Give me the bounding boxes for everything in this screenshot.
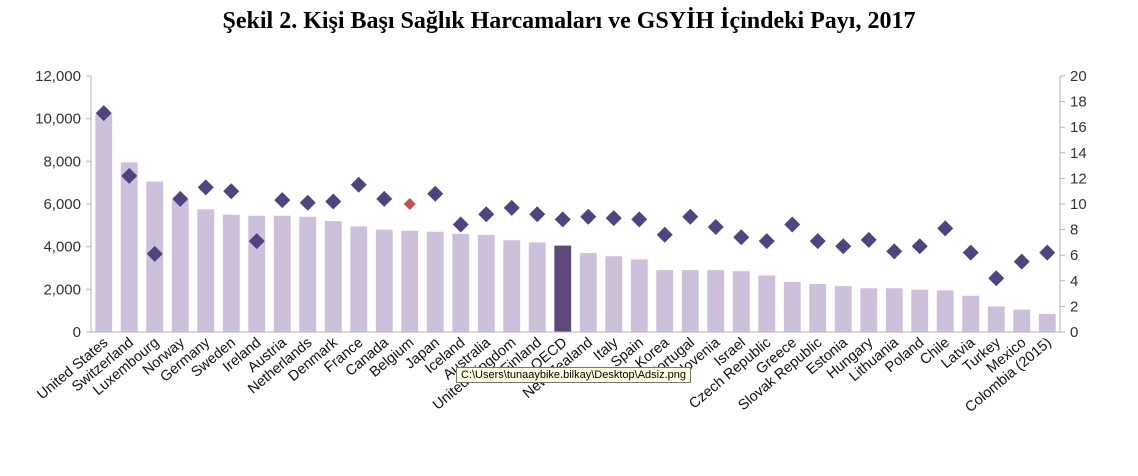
marker-australia bbox=[478, 206, 495, 223]
bar-italy bbox=[605, 256, 623, 332]
markers-layer bbox=[95, 105, 1056, 287]
marker-oecd bbox=[554, 211, 571, 228]
marker-france bbox=[350, 176, 367, 193]
left-tick-label: 2,000 bbox=[43, 281, 81, 298]
bar-france bbox=[350, 226, 368, 332]
marker-italy bbox=[605, 210, 622, 227]
marker-denmark bbox=[325, 193, 342, 210]
marker-turkey bbox=[988, 270, 1005, 287]
bar-new-zealand bbox=[579, 253, 597, 332]
bar-united-kingdom bbox=[503, 240, 521, 332]
bar-united-states bbox=[95, 114, 113, 333]
marker-korea bbox=[656, 226, 673, 243]
bar-slovenia bbox=[707, 270, 725, 332]
bar-denmark bbox=[324, 221, 342, 332]
left-tick-label: 6,000 bbox=[43, 196, 81, 213]
file-path-tooltip: C:\Users\tunaaybike.bilkay\Desktop\Adsiz… bbox=[456, 367, 691, 383]
chart-title: Şekil 2. Kişi Başı Sağlık Harcamaları ve… bbox=[222, 8, 916, 34]
marker-poland bbox=[911, 238, 928, 255]
left-tick-label: 4,000 bbox=[43, 239, 81, 256]
bar-spain bbox=[630, 259, 648, 332]
marker-iceland bbox=[452, 216, 469, 233]
marker-new-zealand bbox=[580, 208, 597, 225]
marker-mexico bbox=[1013, 253, 1030, 270]
marker-slovenia bbox=[707, 219, 724, 236]
left-tick-label: 8,000 bbox=[43, 153, 81, 170]
bar-oecd bbox=[554, 245, 572, 332]
bar-japan bbox=[426, 231, 444, 332]
bar-portugal bbox=[681, 270, 699, 332]
bar-lithuania bbox=[885, 288, 903, 332]
marker-canada bbox=[376, 190, 393, 207]
bar-netherlands bbox=[299, 216, 317, 332]
marker-finland bbox=[529, 206, 546, 223]
bar-finland bbox=[528, 242, 546, 332]
marker-germany bbox=[197, 179, 214, 196]
marker-greece bbox=[784, 216, 801, 233]
left-tick-label: 10,000 bbox=[35, 111, 81, 128]
bar-austria bbox=[273, 215, 291, 332]
bar-belgium bbox=[401, 230, 419, 332]
marker-portugal bbox=[682, 208, 699, 225]
marker-sweden bbox=[223, 183, 240, 200]
marker-chile bbox=[937, 220, 954, 237]
marker-spain bbox=[631, 211, 648, 228]
axes-layer: 0 2,000 4,000 6,000 8,000 10,000 12,000 0 2 4 6 8 10… bbox=[35, 68, 1087, 341]
right-tick-label: 0 bbox=[1070, 324, 1078, 341]
marker-latvia bbox=[962, 244, 979, 261]
marker-luxembourg bbox=[146, 245, 163, 262]
marker-netherlands bbox=[299, 194, 316, 211]
marker-czech-republic bbox=[758, 233, 775, 250]
right-tick-label: 18 bbox=[1070, 94, 1087, 111]
bars-layer bbox=[95, 114, 1056, 333]
left-tick-label: 12,000 bbox=[35, 68, 81, 85]
bar-israel bbox=[732, 271, 750, 332]
marker-united-kingdom bbox=[503, 199, 520, 216]
left-tick-label: 0 bbox=[73, 324, 81, 341]
bar-canada bbox=[375, 229, 393, 332]
right-tick-label: 14 bbox=[1070, 145, 1087, 162]
marker-hungary bbox=[860, 231, 877, 248]
right-tick-label: 20 bbox=[1070, 68, 1087, 85]
marker-belgium bbox=[403, 198, 416, 210]
bar-hungary bbox=[860, 288, 878, 332]
bar-colombia-2015 bbox=[1038, 313, 1056, 332]
bar-turkey bbox=[987, 306, 1005, 332]
bar-iceland bbox=[452, 233, 470, 332]
right-tick-label: 2 bbox=[1070, 298, 1078, 315]
bar-korea bbox=[656, 270, 674, 332]
bar-sweden bbox=[222, 214, 240, 332]
bar-germany bbox=[197, 209, 215, 332]
bar-australia bbox=[477, 234, 495, 332]
marker-estonia bbox=[835, 238, 852, 255]
marker-ireland bbox=[248, 233, 265, 250]
marker-norway bbox=[172, 190, 189, 207]
bar-poland bbox=[911, 289, 929, 332]
marker-austria bbox=[274, 192, 291, 209]
bar-mexico bbox=[1013, 309, 1031, 332]
right-tick-label: 8 bbox=[1070, 222, 1078, 239]
bar-slovak-republic bbox=[809, 284, 827, 332]
bar-chile bbox=[936, 290, 954, 332]
marker-japan bbox=[427, 185, 444, 202]
right-tick-label: 6 bbox=[1070, 247, 1078, 264]
marker-slovak-republic bbox=[809, 233, 826, 250]
marker-israel bbox=[733, 229, 750, 246]
right-tick-label: 12 bbox=[1070, 170, 1087, 187]
marker-lithuania bbox=[886, 243, 903, 260]
bar-latvia bbox=[962, 295, 980, 332]
bar-greece bbox=[783, 281, 801, 332]
marker-switzerland bbox=[121, 167, 138, 184]
right-tick-label: 16 bbox=[1070, 119, 1087, 136]
right-tick-label: 10 bbox=[1070, 196, 1087, 213]
bar-czech-republic bbox=[758, 275, 776, 332]
right-tick-label: 4 bbox=[1070, 273, 1078, 290]
marker-united-states bbox=[95, 105, 112, 122]
bar-norway bbox=[171, 199, 189, 332]
marker-colombia-2015 bbox=[1039, 244, 1056, 261]
bar-switzerland bbox=[120, 162, 138, 332]
bar-estonia bbox=[834, 286, 852, 332]
